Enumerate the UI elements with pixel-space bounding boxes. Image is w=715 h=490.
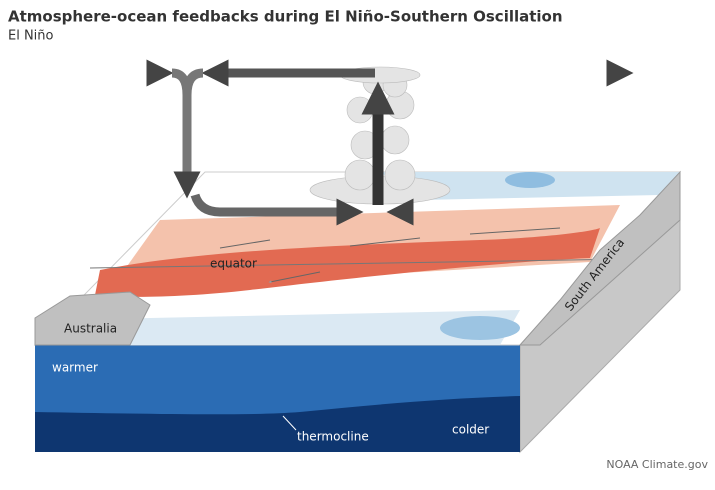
thermocline-label: thermocline — [297, 430, 369, 444]
sinking-arrow — [182, 68, 204, 96]
credit: NOAA Climate.gov — [606, 458, 708, 471]
warmer-label: warmer — [52, 361, 98, 375]
current-arrow — [219, 227, 561, 282]
subtitle: El Niño — [8, 29, 54, 44]
thermocline-pointer — [282, 415, 297, 431]
equator-label: equator — [210, 257, 257, 271]
cool-anomaly — [40, 310, 520, 345]
equator-line — [89, 258, 631, 269]
cool-anomaly — [440, 316, 520, 340]
circulation — [90, 59, 640, 226]
australia-label: Australia — [64, 322, 117, 336]
wind-arrow — [190, 193, 364, 226]
title: Atmosphere-ocean feedbacks during El Niñ… — [8, 8, 563, 26]
colder-label: colder — [452, 423, 489, 437]
australia-land — [34, 291, 151, 346]
cool-anomaly — [505, 172, 555, 188]
warm-anomaly-strong — [95, 228, 600, 297]
ocean-front-cold — [35, 396, 520, 452]
